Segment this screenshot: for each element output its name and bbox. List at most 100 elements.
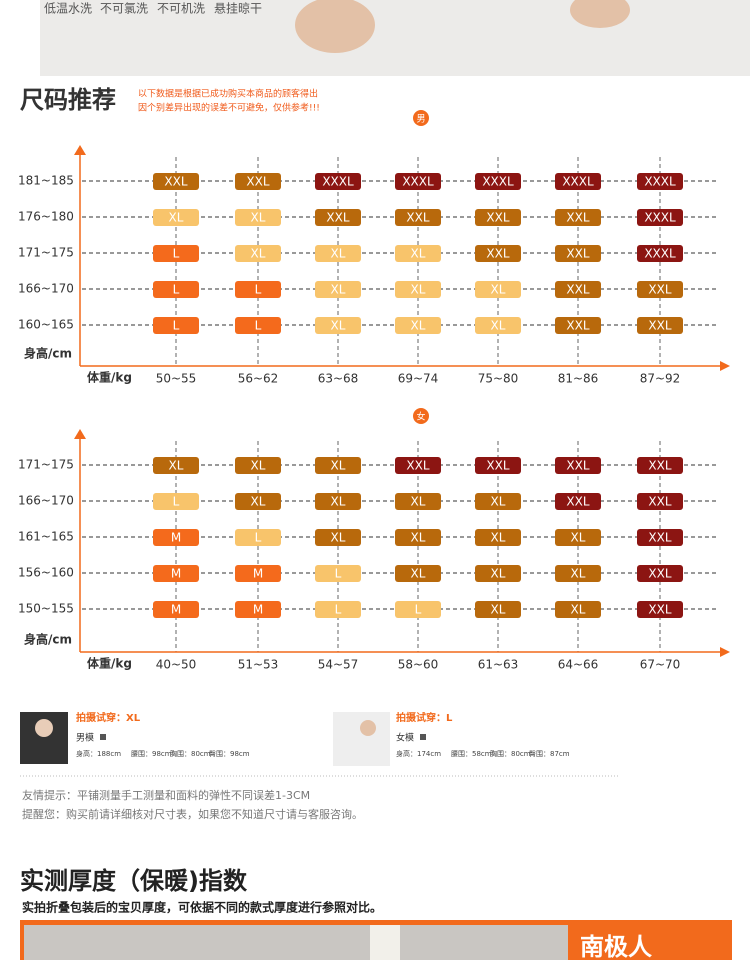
size-cell [235, 245, 281, 262]
tip: 提醒您：购买前请详细核对尺寸表，如果您不知道尺寸请与客服咨询。 [22, 807, 363, 821]
size-label: L [255, 283, 262, 297]
size-label: XL [491, 495, 506, 509]
weight-label: 63~68 [318, 372, 359, 386]
x-axis-label: 体重/kg [87, 656, 132, 671]
model-measurement: 臀围：87cm [529, 750, 570, 758]
size-label: XXL [648, 531, 671, 545]
size-label: XXL [566, 319, 589, 333]
size-cell [315, 281, 361, 298]
ruler [370, 925, 400, 960]
size-label: XXL [648, 283, 671, 297]
size-label: L [335, 567, 342, 581]
height-label: 161~165 [18, 530, 74, 544]
size-label: XXL [566, 283, 589, 297]
size-cell [315, 317, 361, 334]
size-label: XXL [246, 175, 269, 189]
size-cell [153, 529, 199, 546]
size-cell [555, 529, 601, 546]
model-label: 女模 [396, 732, 414, 744]
size-cell [395, 209, 441, 226]
size-cell [475, 565, 521, 582]
model-measurement: 臀围：98cm [209, 750, 250, 758]
height-label: 166~170 [18, 494, 74, 508]
foot-shape [570, 0, 630, 28]
size-cell [153, 245, 199, 262]
size-label: XL [251, 247, 266, 261]
size-cell [475, 457, 521, 474]
size-cell [475, 601, 521, 618]
y-arrow [74, 429, 86, 439]
size-cell [235, 209, 281, 226]
size-cell [395, 245, 441, 262]
size-cell [555, 209, 601, 226]
size-label: XXL [566, 247, 589, 261]
weight-label: 67~70 [640, 658, 681, 672]
size-label: XL [491, 603, 506, 617]
care-row: 低温水洗 不可氯洗 不可机洗 悬挂晾干 [44, 1, 262, 16]
size-label: XXL [486, 211, 509, 225]
size-label: XXL [566, 459, 589, 473]
size-cell [315, 529, 361, 546]
height-label: 176~180 [18, 210, 74, 224]
size-label: XL [411, 319, 426, 333]
size-cell [153, 457, 199, 474]
care-item: 低温水洗 [44, 2, 92, 16]
size-cell [315, 601, 361, 618]
x-arrow [720, 361, 730, 371]
section-note: 因个别差异出现的误差不可避免，仅供参考!!! [138, 102, 320, 114]
size-cell [395, 457, 441, 474]
size-cell [395, 317, 441, 334]
thickness-photo [24, 925, 568, 960]
size-cell [637, 493, 683, 510]
size-label: XXL [406, 459, 429, 473]
size-label: XXXL [482, 175, 514, 189]
size-label: L [335, 603, 342, 617]
banner-photo [40, 0, 750, 76]
size-label: XXXL [322, 175, 354, 189]
size-cell [315, 245, 361, 262]
size-label: XL [331, 247, 346, 261]
size-label: XXL [486, 459, 509, 473]
size-cell [235, 529, 281, 546]
size-label: XL [169, 211, 184, 225]
size-cell [475, 317, 521, 334]
size-label: XL [331, 459, 346, 473]
size-cell [235, 281, 281, 298]
size-cell [395, 281, 441, 298]
section-subtitle: 实拍折叠包装后的宝贝厚度，可依据不同的款式厚度进行参照对比。 [22, 900, 382, 915]
size-cell [315, 565, 361, 582]
height-label: 166~170 [18, 282, 74, 296]
size-cell [637, 565, 683, 582]
size-label: XXL [566, 211, 589, 225]
size-label: L [173, 247, 180, 261]
height-label: 171~175 [18, 458, 74, 472]
size-label: XXXL [644, 211, 676, 225]
height-label: 160~165 [18, 318, 74, 332]
weight-label: 56~62 [238, 372, 279, 386]
size-cell [235, 173, 281, 190]
size-cell [235, 457, 281, 474]
size-cell [555, 493, 601, 510]
size-label: XL [571, 603, 586, 617]
size-label: M [171, 603, 181, 617]
size-cell [395, 565, 441, 582]
size-cell [475, 173, 521, 190]
size-cell [395, 529, 441, 546]
size-label: XXL [406, 211, 429, 225]
size-cell [637, 601, 683, 618]
size-cell [637, 173, 683, 190]
size-label: XL [331, 283, 346, 297]
size-cell [475, 209, 521, 226]
y-arrow [74, 145, 86, 155]
model-tried: 拍摄试穿：XL [76, 711, 141, 724]
tip: 友情提示：平铺测量手工测量和面料的弹性不同误差1-3CM [22, 788, 310, 802]
gender-label: 男 [416, 114, 425, 125]
size-label: M [171, 567, 181, 581]
care-item: 悬挂晾干 [214, 1, 262, 16]
size-cell [153, 209, 199, 226]
size-cell [555, 317, 601, 334]
weight-label: 61~63 [478, 658, 519, 672]
care-item: 不可氯洗 [100, 2, 148, 16]
size-label: XL [251, 459, 266, 473]
